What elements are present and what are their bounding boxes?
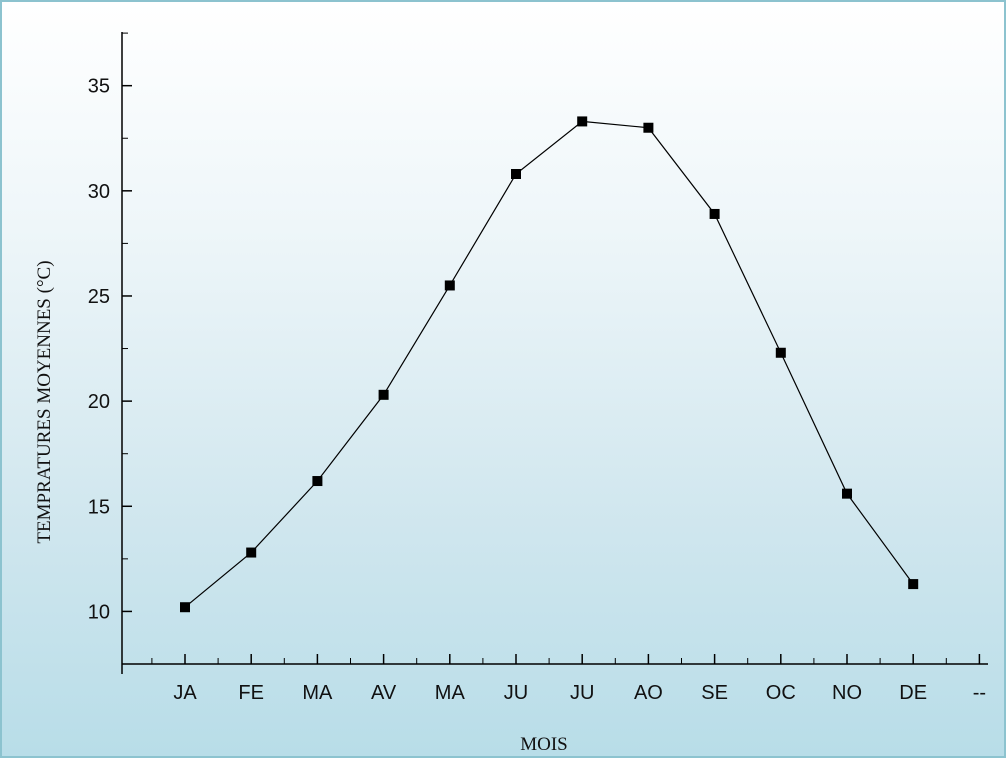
y-tick-label: 35 (88, 76, 110, 98)
y-axis: 10 15 20 25 30 35 (88, 32, 132, 664)
data-point-marker (709, 208, 720, 219)
data-point-marker (246, 547, 257, 558)
data-point-marker (577, 116, 588, 127)
x-tick-label: AV (371, 682, 397, 704)
x-tick-label: JA (173, 682, 197, 704)
data-point-marker (312, 476, 323, 487)
x-tick-label: SE (701, 682, 728, 704)
x-tick-label: MA (435, 682, 466, 704)
y-tick-label: 30 (88, 181, 110, 203)
y-tick-label: 10 (88, 601, 110, 623)
x-tick-label-extra: -- (973, 682, 986, 704)
data-point-marker (643, 122, 654, 133)
y-tick-label: 25 (88, 286, 110, 308)
data-point-marker (511, 169, 521, 180)
x-tick-label: JU (570, 682, 594, 704)
x-tick-label: JU (504, 682, 528, 704)
x-tick-label: OC (766, 682, 796, 704)
x-tick-label: DE (899, 682, 927, 704)
data-point-marker (378, 389, 389, 400)
x-axis-title: MOIS (520, 734, 568, 755)
data-point-marker (180, 602, 190, 613)
data-point-marker (908, 579, 919, 590)
series-temperature (180, 116, 919, 613)
x-tick-label: MA (302, 682, 333, 704)
y-tick-label: 20 (88, 391, 110, 413)
x-tick-label: FE (238, 682, 264, 704)
x-tick-label: AO (634, 682, 663, 704)
y-axis-title: TEMPRATURES MOYENNES (°C) (34, 260, 55, 543)
x-tick-label: NO (832, 682, 862, 704)
data-point-marker (842, 488, 852, 499)
y-tick-label: 15 (88, 496, 110, 518)
series-line (184, 120, 914, 608)
data-point-marker (444, 280, 455, 291)
data-point-marker (775, 347, 786, 358)
x-axis: JA FE MA AV MA JU JU AO SE OC NO DE -- (121, 654, 988, 704)
